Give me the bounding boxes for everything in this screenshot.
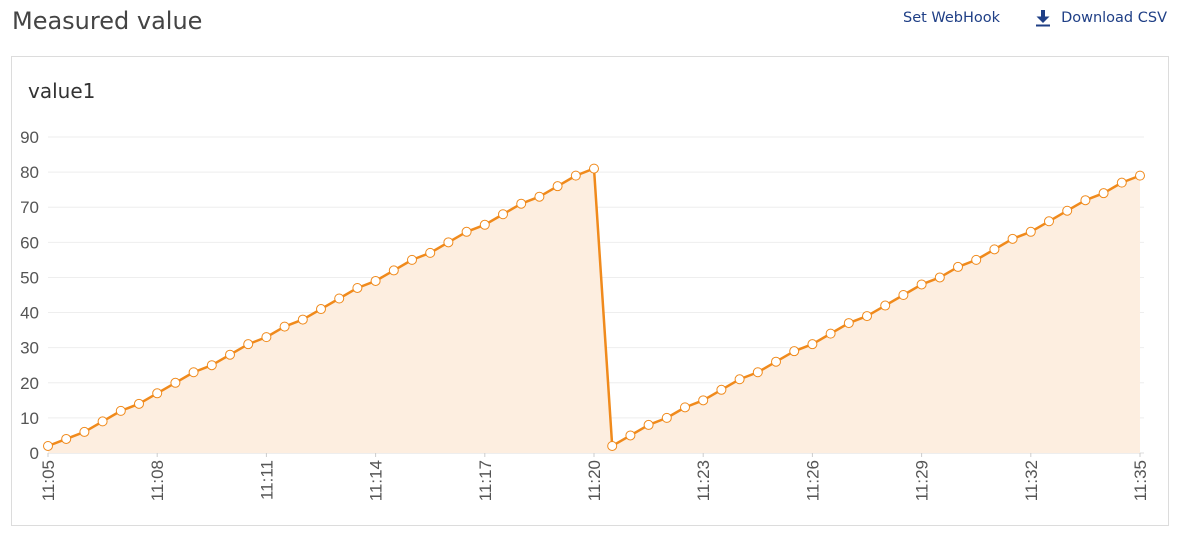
download-icon [1036,10,1051,27]
page-header: Measured value Set WebHook Download CSV [0,0,1181,50]
download-csv-label: Download CSV [1061,10,1167,26]
set-webhook-label: Set WebHook [902,10,1001,26]
chart-panel: value1 [11,56,1169,526]
set-webhook-link[interactable]: Set WebHook [903,10,1000,26]
header-actions: Set WebHook Download CSV [903,9,1167,27]
page-title: Measured value [12,7,203,35]
download-csv-link[interactable]: Download CSV [1034,9,1167,27]
chart-title: value1 [28,79,96,103]
